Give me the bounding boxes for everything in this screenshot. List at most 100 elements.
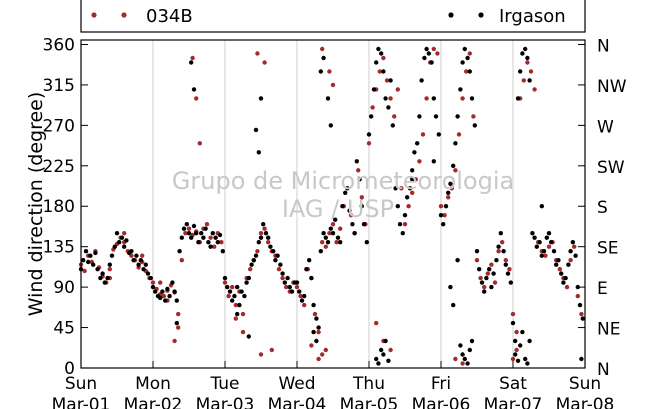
data-point (419, 78, 424, 83)
data-point (397, 222, 403, 227)
data-point (354, 159, 359, 164)
data-point (141, 267, 146, 272)
right-tick-label: N (597, 360, 610, 380)
data-point (388, 78, 393, 83)
data-point (253, 253, 259, 258)
data-point (347, 208, 352, 213)
data-point (464, 69, 469, 74)
data-point (328, 123, 333, 128)
data-point (379, 347, 384, 353)
data-point (109, 253, 115, 258)
data-point (268, 244, 273, 249)
data-point (269, 347, 274, 353)
data-point (384, 78, 390, 83)
data-point (345, 186, 350, 191)
data-point (484, 275, 489, 281)
data-point (320, 352, 325, 357)
data-point (431, 46, 436, 52)
data-point (158, 280, 163, 285)
data-point (278, 262, 283, 267)
data-point (458, 343, 463, 348)
data-point (460, 361, 465, 366)
data-point (105, 275, 110, 281)
data-point (191, 87, 197, 92)
data-point (316, 356, 321, 362)
data-point (102, 280, 108, 285)
data-point (186, 226, 192, 231)
data-point (309, 343, 314, 348)
data-point (145, 271, 151, 276)
data-point (518, 69, 523, 74)
data-point (388, 347, 393, 353)
y-axis-ticks: 0 45 90 135 180 225 270 315 360 (43, 35, 585, 379)
data-point (287, 284, 292, 290)
data-point (114, 231, 120, 236)
data-point (551, 249, 557, 254)
watermark-line-1: Grupo de Micrometeorologia (172, 167, 514, 195)
data-point (472, 123, 477, 128)
data-point (230, 284, 235, 290)
data-point (503, 262, 508, 267)
data-point (544, 235, 549, 240)
data-point (492, 280, 498, 285)
data-point (543, 253, 548, 258)
data-point (392, 114, 397, 119)
data-point (412, 150, 417, 155)
data-point (446, 190, 451, 195)
data-point (525, 361, 530, 366)
data-point (327, 231, 332, 236)
watermark-line-2: IAG / USP (282, 195, 394, 223)
data-point (383, 338, 388, 344)
data-point (477, 267, 482, 272)
data-point (530, 231, 535, 236)
data-point (546, 231, 552, 236)
data-point (579, 356, 584, 362)
data-point (518, 343, 523, 348)
data-point (204, 222, 210, 227)
data-point (420, 132, 426, 137)
data-point (330, 222, 336, 227)
data-point (467, 51, 472, 56)
right-tick-label: NE (597, 320, 620, 340)
data-point (443, 204, 449, 209)
data-point (424, 96, 429, 101)
data-point (399, 186, 404, 191)
data-point (199, 231, 204, 236)
data-point (196, 240, 201, 245)
data-point (525, 55, 530, 61)
data-point (316, 325, 321, 330)
data-point (406, 204, 411, 209)
data-point (527, 78, 532, 83)
data-point (232, 293, 237, 299)
data-point (323, 244, 328, 249)
x-tick-date: Mar-07 (484, 395, 543, 409)
data-point (426, 51, 431, 56)
data-point (161, 293, 166, 299)
data-point (263, 231, 269, 236)
data-point (455, 114, 460, 119)
data-point (258, 352, 264, 357)
data-point (107, 262, 113, 267)
data-point (307, 258, 312, 263)
data-point (523, 356, 528, 362)
data-point (138, 258, 143, 263)
data-point (294, 280, 300, 285)
data-point (203, 226, 208, 231)
data-point (532, 87, 537, 92)
data-point (515, 96, 521, 101)
data-point (320, 46, 325, 52)
data-point (395, 87, 400, 92)
data-point (251, 258, 256, 263)
data-point (208, 244, 213, 249)
data-point (369, 114, 374, 119)
data-point (174, 298, 179, 303)
data-point (539, 204, 544, 209)
right-tick-label: NW (597, 77, 627, 97)
y-tick-label: 135 (43, 238, 75, 258)
data-point (539, 253, 544, 258)
data-point (334, 240, 339, 245)
data-point (410, 190, 415, 195)
data-point (158, 295, 163, 301)
legend-label-034b: 034B (146, 6, 193, 27)
data-point (172, 338, 177, 344)
